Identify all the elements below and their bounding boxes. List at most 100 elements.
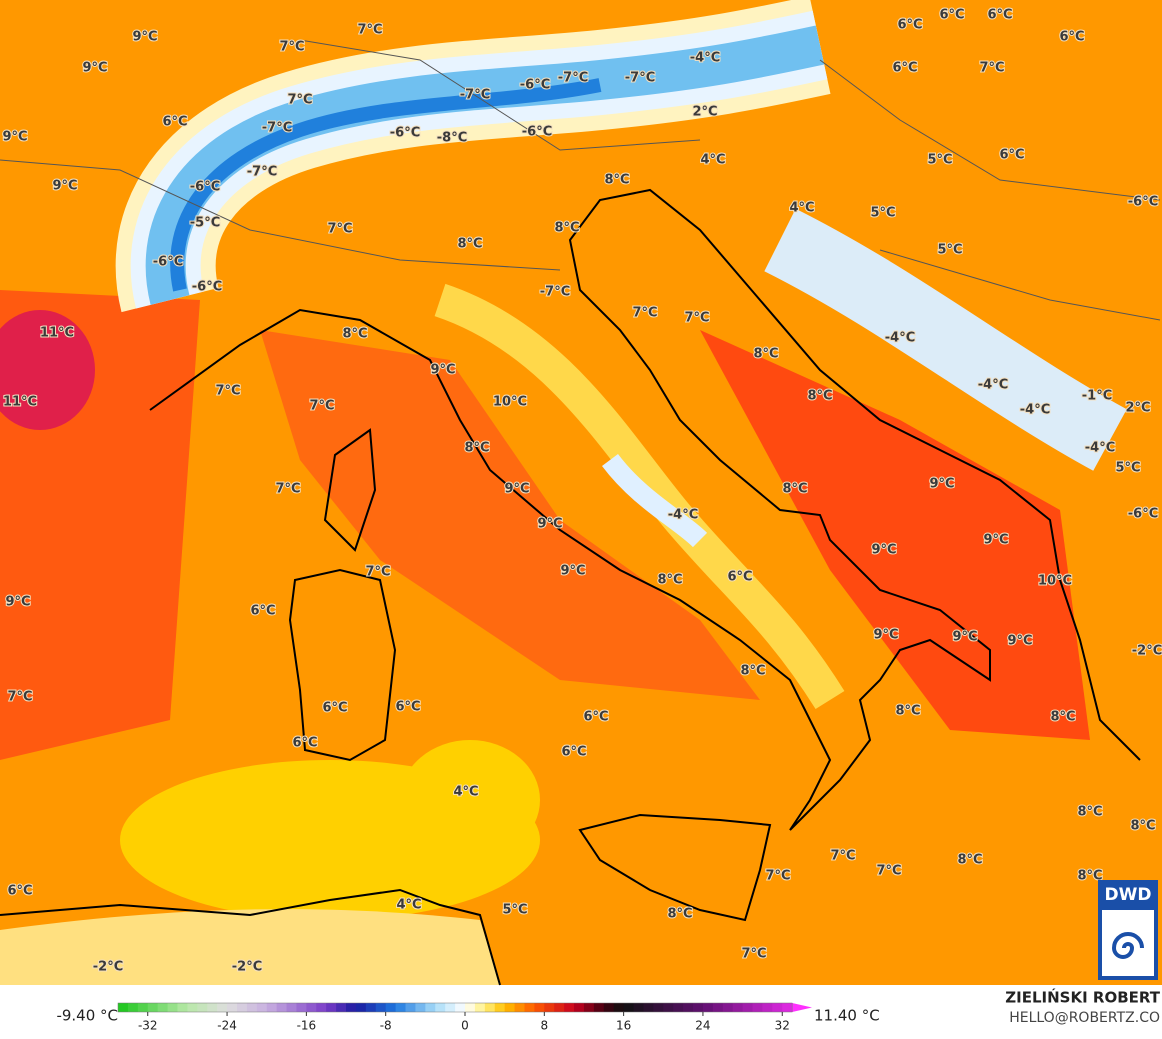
temperature-label: 7°C <box>7 690 32 705</box>
credit-name: ZIELIŃSKI ROBERT <box>1005 988 1160 1007</box>
colorbar-swatch <box>296 1003 307 1012</box>
colorbar-swatch <box>613 1003 625 1012</box>
temperature-label: -5°C <box>190 216 220 231</box>
temperature-label: 5°C <box>1115 461 1140 476</box>
temperature-label: 9°C <box>430 363 455 378</box>
temperature-label: 2°C <box>692 105 717 120</box>
colorbar-swatch <box>336 1003 347 1012</box>
colorbar-swatch <box>583 1003 595 1012</box>
colorbar-swatch <box>187 1003 198 1012</box>
colorbar-swatch <box>326 1003 337 1012</box>
colorbar-swatch <box>227 1003 238 1012</box>
temperature-label: 9°C <box>504 482 529 497</box>
temperature-label: 7°C <box>741 947 766 962</box>
colorbar-swatch <box>544 1003 555 1012</box>
colorbar-swatch <box>494 1003 506 1012</box>
colorbar-swatch <box>276 1003 288 1012</box>
colorbar-swatch <box>118 1003 129 1012</box>
alps-core <box>170 78 602 292</box>
temperature-label: 8°C <box>807 389 832 404</box>
temperature-label: -7°C <box>460 88 490 103</box>
temperature-label: 7°C <box>275 482 300 497</box>
temperature-label: 9°C <box>2 130 27 145</box>
temperature-label: 2°C <box>1125 401 1150 416</box>
colorbar-swatch <box>207 1003 218 1012</box>
colorbar-swatch <box>435 1003 446 1012</box>
colorbar-swatch <box>722 1003 734 1012</box>
temperature-label: 9°C <box>983 533 1008 548</box>
temperature-label: -1°C <box>1082 389 1112 404</box>
temperature-label: 7°C <box>215 384 240 399</box>
temperature-label: 5°C <box>937 243 962 258</box>
temperature-label: 9°C <box>871 543 896 558</box>
temperature-label: -7°C <box>262 121 292 136</box>
colorbar-tick-label: -24 <box>217 1019 237 1033</box>
colorbar-swatch <box>157 1003 169 1012</box>
warm-area <box>260 330 760 700</box>
colorbar-swatch <box>633 1003 644 1012</box>
borders <box>0 39 1161 321</box>
colorbar-swatch <box>306 1003 317 1012</box>
temperature-label: 6°C <box>987 8 1012 23</box>
colorbar-swatch <box>593 1003 605 1012</box>
colorbar: -32 -24 -16 -8 0 8 16 24 32 <box>117 1002 812 1033</box>
temperature-label: 9°C <box>52 179 77 194</box>
temperature-label: 5°C <box>502 903 527 918</box>
colorbar-swatch <box>355 1003 367 1012</box>
temperature-label: 8°C <box>1077 805 1102 820</box>
colorbar-swatch <box>246 1003 258 1012</box>
temperature-label: -6°C <box>1128 195 1158 210</box>
temperature-label: -6°C <box>520 78 550 93</box>
balkan-highland <box>764 208 1127 471</box>
colorbar-min: -9.40 °C <box>56 1007 118 1025</box>
colorbar-swatch <box>217 1003 228 1012</box>
logo-swirl <box>1111 932 1144 959</box>
apennines <box>602 453 708 548</box>
temperature-label: 7°C <box>876 864 901 879</box>
colorbar-swatch <box>236 1003 248 1012</box>
colorbar-swatch <box>167 1003 178 1012</box>
temperature-label: 8°C <box>604 173 629 188</box>
temperature-label: 7°C <box>765 869 790 884</box>
colorbar-swatch <box>375 1003 387 1012</box>
colorbar-swatch <box>752 1003 763 1012</box>
colorbar-swatch <box>197 1003 208 1012</box>
temperature-label: 4°C <box>789 201 814 216</box>
temperature-label: -4°C <box>978 378 1008 393</box>
colorbar-swatch <box>415 1003 426 1012</box>
temperature-label: 9°C <box>929 477 954 492</box>
temperature-label: 9°C <box>82 61 107 76</box>
colorbar-swatch <box>603 1003 615 1012</box>
temperature-label: -6°C <box>1128 507 1158 522</box>
colorbar-swatch <box>256 1003 268 1012</box>
temperature-label: 8°C <box>740 664 765 679</box>
colorbar-swatch <box>385 1003 397 1012</box>
temperature-label: 10°C <box>493 395 527 410</box>
colorbar-swatch <box>395 1003 407 1012</box>
temperature-label: -2°C <box>232 960 262 975</box>
colorbar-swatch <box>683 1003 694 1012</box>
temperature-label: 7°C <box>979 61 1004 76</box>
colorbar-swatch <box>574 1003 585 1012</box>
temperature-label: 8°C <box>457 237 482 252</box>
cool-area <box>400 740 540 860</box>
temperature-label: 6°C <box>892 61 917 76</box>
colorbar-swatch <box>643 1003 654 1012</box>
temperature-label: 9°C <box>132 30 157 45</box>
temperature-label: 9°C <box>537 517 562 532</box>
temperature-label: -8°C <box>437 131 467 146</box>
colorbar-swatch <box>465 1003 476 1012</box>
temperature-label: 6°C <box>897 18 922 33</box>
temperature-label: 8°C <box>782 482 807 497</box>
temperature-label: 4°C <box>396 898 421 913</box>
colorbar-swatch <box>266 1003 278 1012</box>
colorbar-swatch <box>524 1003 535 1012</box>
temperature-label: 8°C <box>957 853 982 868</box>
colorbar-swatch <box>474 1003 486 1012</box>
credit-email: HELLO@ROBERTZ.CO <box>1009 1010 1160 1026</box>
temperature-label: 6°C <box>395 700 420 715</box>
colorbar-swatch <box>554 1003 565 1012</box>
temperature-label: 7°C <box>684 311 709 326</box>
colorbar-tip <box>792 1003 812 1012</box>
colorbar-swatch <box>702 1003 714 1012</box>
